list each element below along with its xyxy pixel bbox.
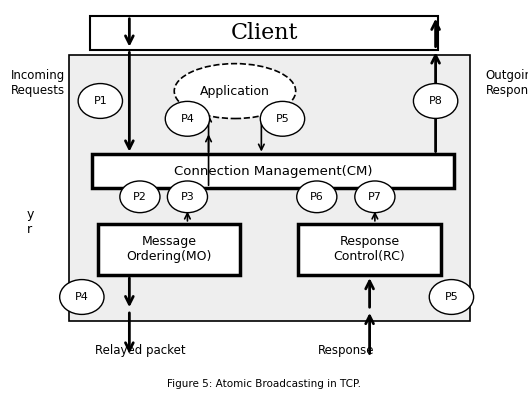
Ellipse shape <box>260 101 305 136</box>
Text: Relayed packet: Relayed packet <box>95 344 185 357</box>
Text: P3: P3 <box>181 192 194 202</box>
Text: Response
Control(RC): Response Control(RC) <box>334 236 406 263</box>
Ellipse shape <box>120 181 160 213</box>
Ellipse shape <box>413 84 458 118</box>
Ellipse shape <box>355 181 395 213</box>
Ellipse shape <box>297 181 337 213</box>
Text: Incoming
Requests: Incoming Requests <box>11 69 65 97</box>
Text: P4: P4 <box>181 114 194 124</box>
Bar <box>90 16 438 50</box>
Text: P1: P1 <box>93 96 107 106</box>
Text: P2: P2 <box>133 192 147 202</box>
Ellipse shape <box>429 280 474 314</box>
Text: P7: P7 <box>368 192 382 202</box>
Text: y
r: y r <box>26 208 34 236</box>
Ellipse shape <box>165 101 210 136</box>
Text: P5: P5 <box>276 114 289 124</box>
Text: Client: Client <box>230 22 298 44</box>
Bar <box>92 154 454 188</box>
Ellipse shape <box>60 280 104 314</box>
Text: Application: Application <box>200 85 270 97</box>
Bar <box>98 224 240 275</box>
Text: Outgoing
Response: Outgoing Response <box>486 69 528 97</box>
Ellipse shape <box>174 64 296 118</box>
Ellipse shape <box>78 84 122 118</box>
Text: P4: P4 <box>75 292 89 302</box>
Text: Response: Response <box>317 344 374 357</box>
Text: P6: P6 <box>310 192 324 202</box>
Bar <box>298 224 441 275</box>
Ellipse shape <box>167 181 208 213</box>
Text: Connection Management(CM): Connection Management(CM) <box>174 165 372 178</box>
Text: Message
Ordering(MO): Message Ordering(MO) <box>126 236 212 263</box>
Text: P8: P8 <box>429 96 442 106</box>
Bar <box>69 55 470 321</box>
Text: Figure 5: Atomic Broadcasting in TCP.: Figure 5: Atomic Broadcasting in TCP. <box>167 379 361 389</box>
Text: P5: P5 <box>445 292 458 302</box>
